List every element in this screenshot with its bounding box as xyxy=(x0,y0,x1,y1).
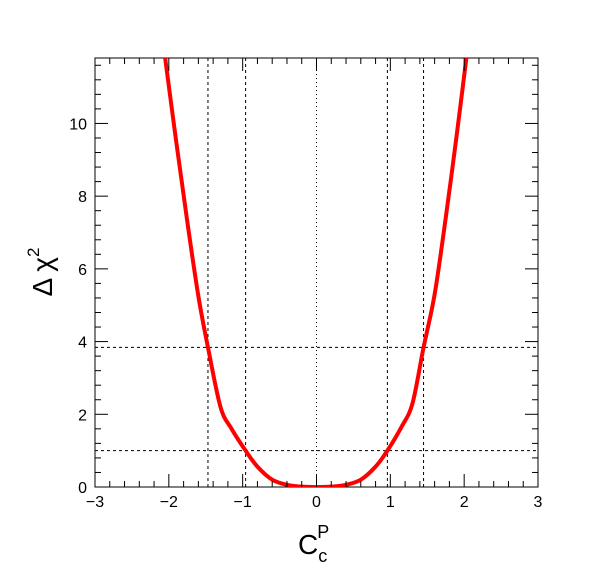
x-axis-title: CcP xyxy=(298,522,329,566)
x-tick-label: 2 xyxy=(460,494,469,511)
reference-lines xyxy=(95,58,538,487)
tick-labels: −3 −2 −1 0 1 2 3 0 2 4 6 8 10 xyxy=(69,116,542,511)
y-axis-title-chi: χ xyxy=(27,257,58,272)
x-axis-title-base: C xyxy=(298,529,318,560)
x-tick-label: 3 xyxy=(534,494,543,511)
y-tick-label: 8 xyxy=(78,189,87,206)
y-tick-label: 0 xyxy=(78,480,87,497)
y-axis-title-delta: Δ xyxy=(27,278,58,297)
series-line-0 xyxy=(163,58,469,487)
y-tick-label: 6 xyxy=(78,262,87,279)
x-tick-label: −1 xyxy=(234,494,252,511)
y-tick-label: 4 xyxy=(78,335,87,352)
x-tick-label: 1 xyxy=(386,494,395,511)
x-tick-label: 0 xyxy=(312,494,321,511)
axis-ticks xyxy=(94,58,539,488)
x-tick-label: −3 xyxy=(86,494,104,511)
y-axis-title: Δχ2 xyxy=(24,248,58,297)
y-tick-label: 10 xyxy=(69,116,87,133)
y-tick-label: 2 xyxy=(78,407,87,424)
x-axis-title-sub: c xyxy=(318,546,327,566)
x-tick-label: −2 xyxy=(160,494,178,511)
x-axis-title-sup: P xyxy=(317,522,329,542)
curve-layer xyxy=(163,58,469,487)
y-axis-title-sup: 2 xyxy=(24,248,43,257)
